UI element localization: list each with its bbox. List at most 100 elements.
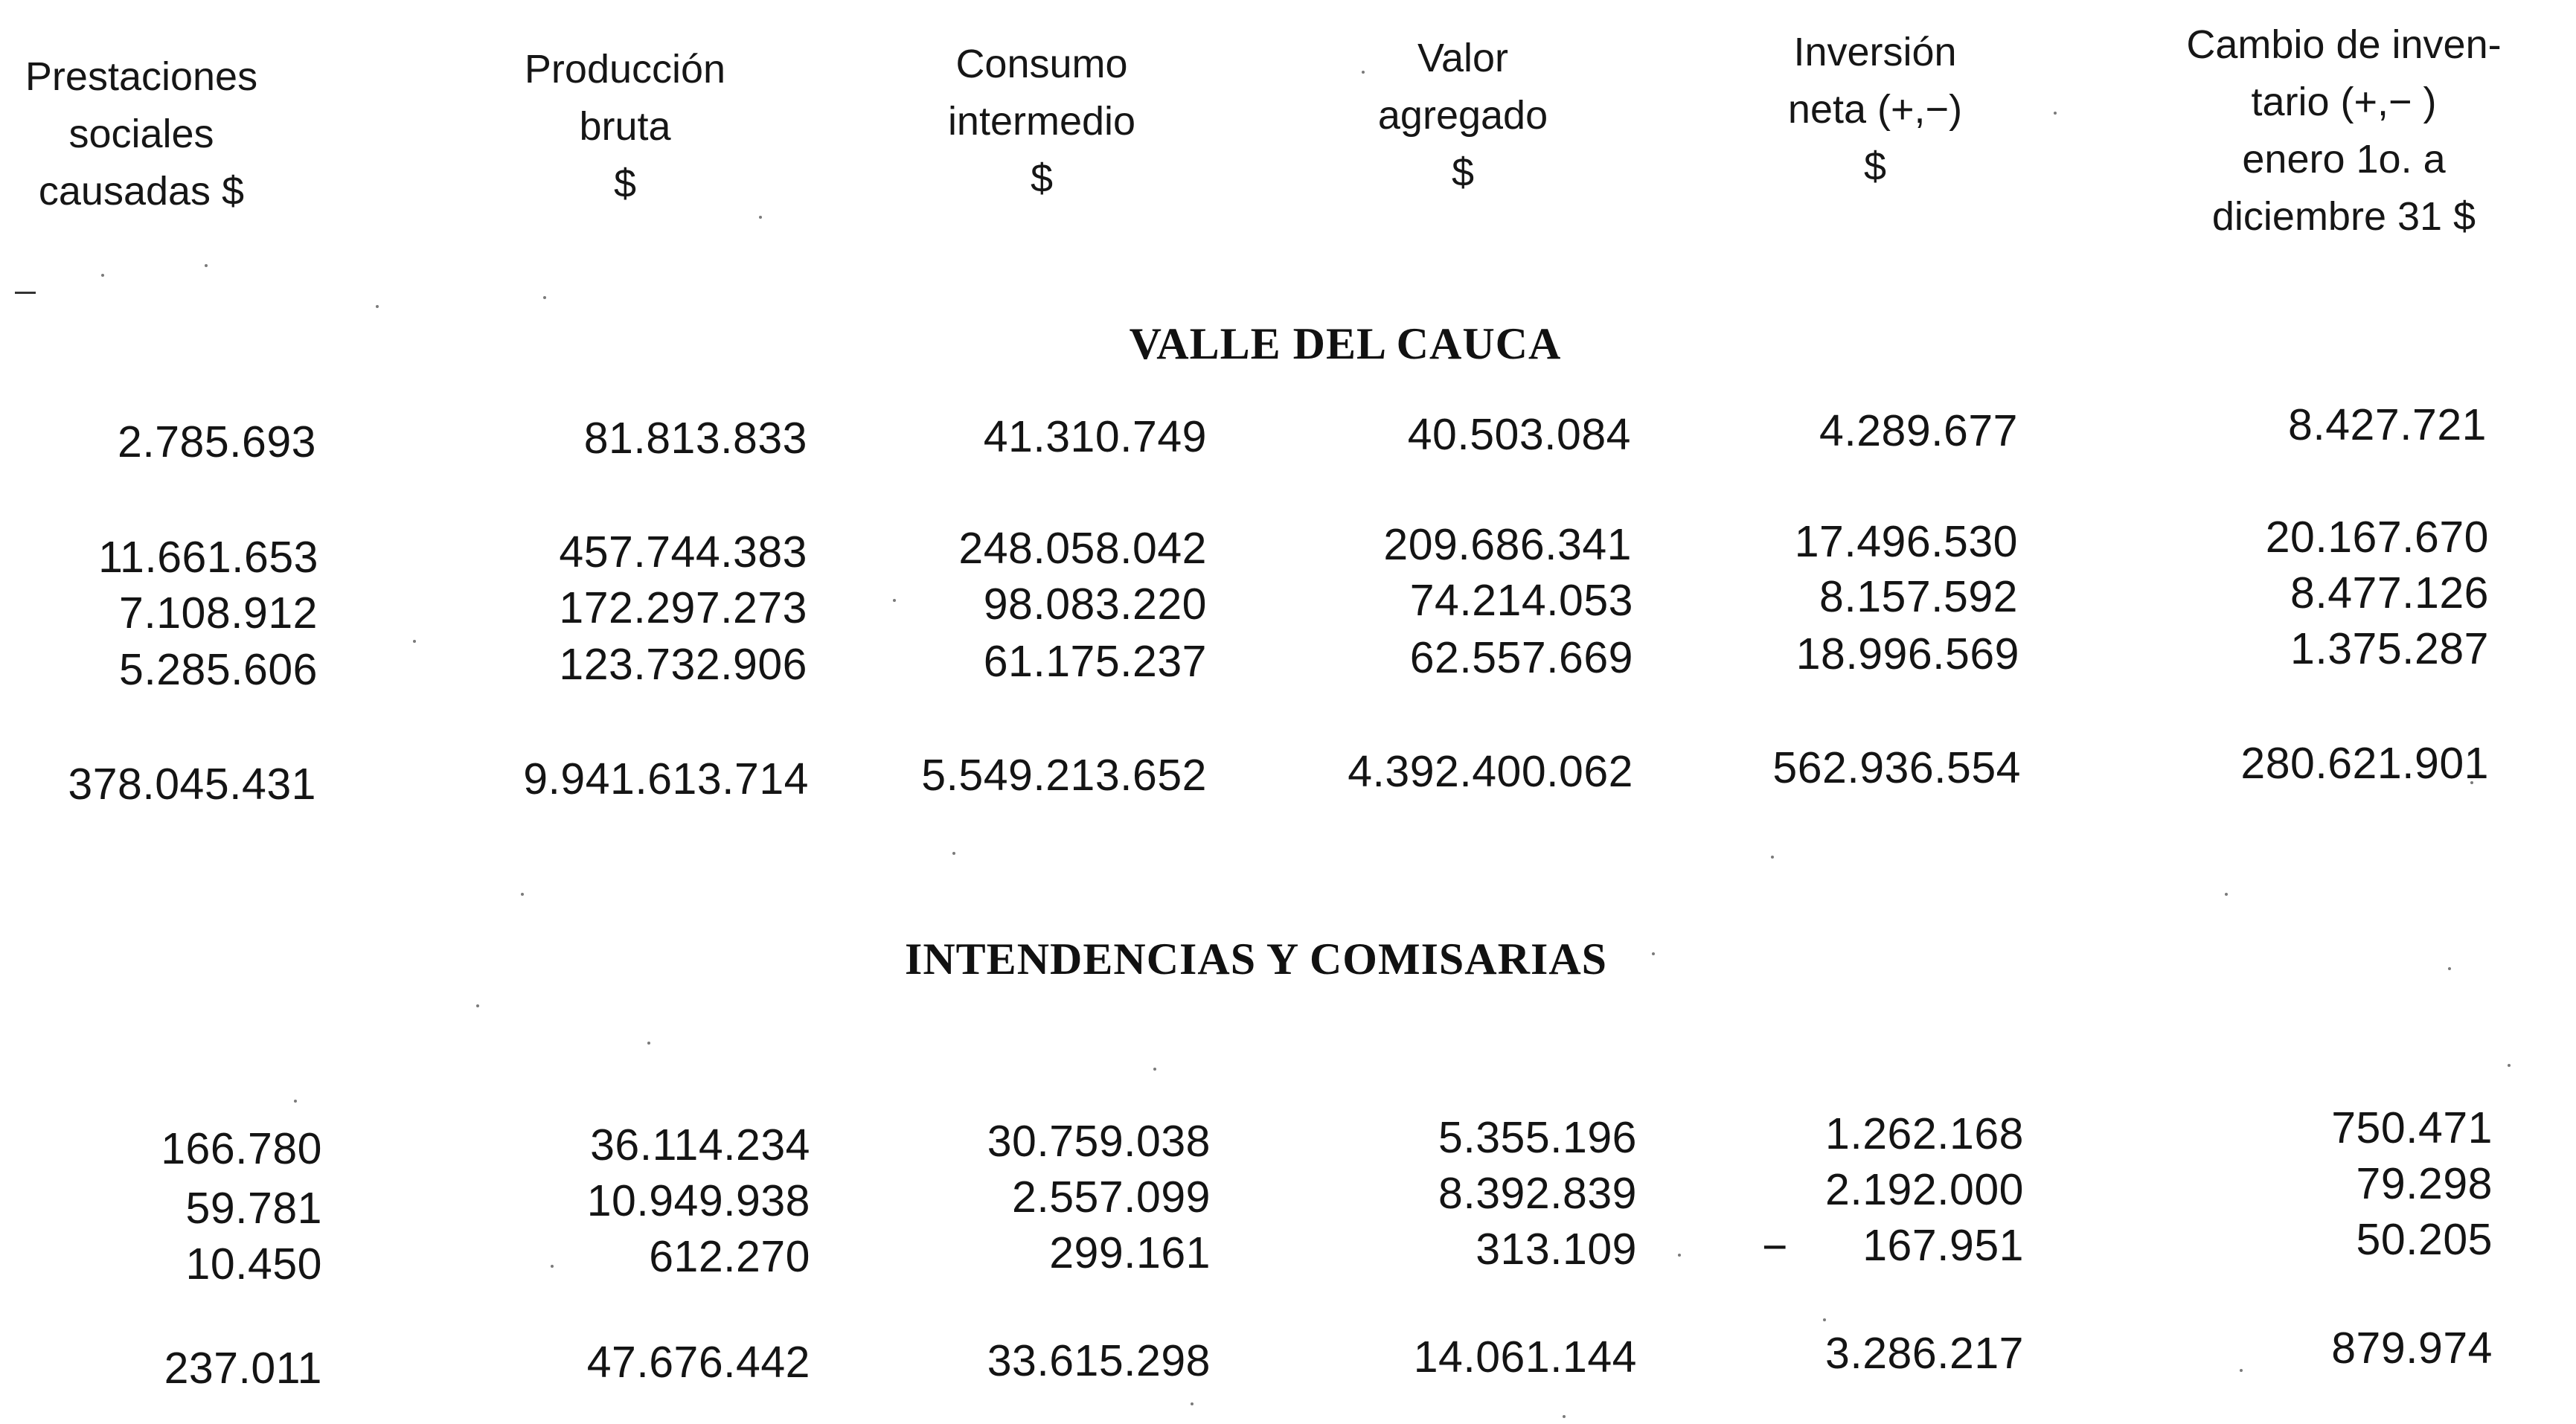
table-cell: 81.813.833 [583, 414, 807, 463]
table-cell: 11.661.653 [98, 533, 318, 582]
table-cell: 62.557.669 [1409, 633, 1633, 682]
header-inversion-line3: $ [1863, 144, 1887, 189]
table-cell: 59.781 [185, 1184, 322, 1233]
speck [205, 264, 208, 267]
table-cell: 123.732.906 [559, 640, 807, 689]
speck [476, 1004, 479, 1007]
speck [1771, 856, 1774, 859]
table-cell: 8.477.126 [2290, 568, 2489, 618]
table-cell: 7.108.912 [119, 588, 318, 638]
table-cell: 612.270 [649, 1232, 810, 1281]
negative-sign: − [1762, 1222, 1788, 1271]
speck [521, 893, 524, 896]
speck [413, 640, 416, 643]
header-valor: Valor agregado $ [1314, 30, 1612, 202]
table-cell: 98.083.220 [983, 580, 1207, 629]
header-inversion-line2: neta (+,−) [1787, 87, 1963, 132]
speck [1652, 952, 1655, 955]
table-cell: 61.175.237 [983, 637, 1207, 686]
table-cell: 10.450 [185, 1239, 322, 1289]
speck [2470, 781, 2473, 784]
speck [759, 216, 762, 219]
header-consumo: Consumo intermedio $ [893, 36, 1191, 208]
header-prestaciones-line1: Prestaciones [25, 54, 258, 99]
header-cambio-line2: tario (+,− ) [2251, 80, 2437, 124]
speck [101, 274, 104, 277]
table-cell: 167.951 [1862, 1221, 2024, 1270]
header-prestaciones-line2: sociales [68, 112, 214, 156]
table-cell: 18.996.569 [1795, 629, 2019, 679]
header-cambio: Cambio de inven- tario (+,− ) enero 1o. … [2143, 16, 2545, 246]
speck [294, 1100, 297, 1103]
table-cell: 9.941.613.714 [523, 754, 809, 804]
speck [543, 296, 546, 299]
speck [647, 1042, 650, 1045]
header-consumo-line2: intermedio [947, 99, 1136, 144]
table-cell: 3.286.217 [1825, 1329, 2024, 1378]
table-cell: 313.109 [1476, 1225, 1637, 1274]
table-cell: 8.157.592 [1819, 572, 2018, 621]
table-cell: 14.061.144 [1413, 1332, 1637, 1382]
header-valor-line2: agregado [1377, 93, 1548, 138]
speck [1191, 1402, 1194, 1405]
table-cell: 4.392.400.062 [1348, 747, 1633, 796]
speck [893, 599, 896, 602]
header-consumo-line3: $ [1030, 156, 1054, 201]
table-cell: 2.785.693 [118, 417, 316, 466]
section-title-intendencias: INTENDENCIAS Y COMISARIAS [904, 934, 1608, 984]
header-valor-line3: $ [1451, 150, 1475, 195]
speck [2508, 1064, 2511, 1067]
stray-mark [15, 292, 36, 294]
table-cell: 5.355.196 [1438, 1113, 1637, 1162]
header-produccion-line1: Producción [524, 47, 726, 92]
header-consumo-line1: Consumo [955, 42, 1128, 86]
header-prestaciones: Prestaciones sociales causadas $ [15, 48, 268, 220]
table-cell: 10.949.938 [586, 1176, 810, 1225]
table-cell: 74.214.053 [1409, 576, 1633, 625]
header-produccion: Producción bruta $ [476, 41, 774, 213]
table-cell: 17.496.530 [1794, 517, 2018, 566]
header-inversion: Inversión neta (+,−) $ [1726, 24, 2024, 196]
table-cell: 378.045.431 [68, 760, 316, 809]
speck [2054, 112, 2057, 115]
header-cambio-line3: enero 1o. a [2242, 137, 2446, 182]
header-produccion-line3: $ [613, 161, 637, 206]
section-title-valle: VALLE DEL CAUCA [1129, 319, 1562, 368]
speck [2448, 967, 2451, 970]
header-valor-line1: Valor [1417, 36, 1509, 80]
header-produccion-line2: bruta [579, 104, 671, 149]
table-cell: 1.375.287 [2290, 624, 2489, 673]
table-cell: 2.557.099 [1012, 1173, 1211, 1222]
speck [2240, 1369, 2243, 1372]
table-cell: 248.058.042 [958, 524, 1207, 573]
speck [376, 305, 379, 308]
table-cell: 20.167.670 [2265, 513, 2489, 562]
table-cell: 5.549.213.652 [921, 751, 1207, 800]
table-cell: 750.471 [2331, 1103, 2493, 1152]
speck [551, 1265, 554, 1268]
table-cell: 209.686.341 [1383, 520, 1632, 569]
table-cell: 5.285.606 [119, 645, 318, 694]
table-cell: 30.759.038 [987, 1117, 1211, 1166]
table-cell: 50.205 [2356, 1215, 2493, 1264]
speck [2225, 893, 2228, 896]
header-cambio-line4: diciembre 31 $ [2211, 194, 2476, 239]
table-cell: 166.780 [161, 1124, 322, 1173]
speck [1678, 1254, 1681, 1257]
speck [952, 852, 955, 855]
table-cell: 879.974 [2331, 1324, 2493, 1373]
table-cell: 79.298 [2356, 1159, 2493, 1208]
table-cell: 280.621.901 [2240, 739, 2489, 788]
header-inversion-line1: Inversión [1793, 30, 1957, 74]
header-prestaciones-line3: causadas $ [38, 169, 245, 214]
table-cell: 41.310.749 [983, 412, 1207, 461]
speck [1153, 1068, 1156, 1071]
table-cell: 40.503.084 [1407, 410, 1631, 459]
table-cell: 562.936.554 [1772, 743, 2021, 792]
table-cell: 237.011 [164, 1344, 322, 1393]
table-cell: 8.427.721 [2288, 400, 2487, 449]
table-cell: 457.744.383 [559, 527, 807, 577]
table-cell: 4.289.677 [1819, 406, 2018, 455]
table-cell: 2.192.000 [1825, 1165, 2024, 1214]
table-cell: 172.297.273 [559, 583, 807, 632]
